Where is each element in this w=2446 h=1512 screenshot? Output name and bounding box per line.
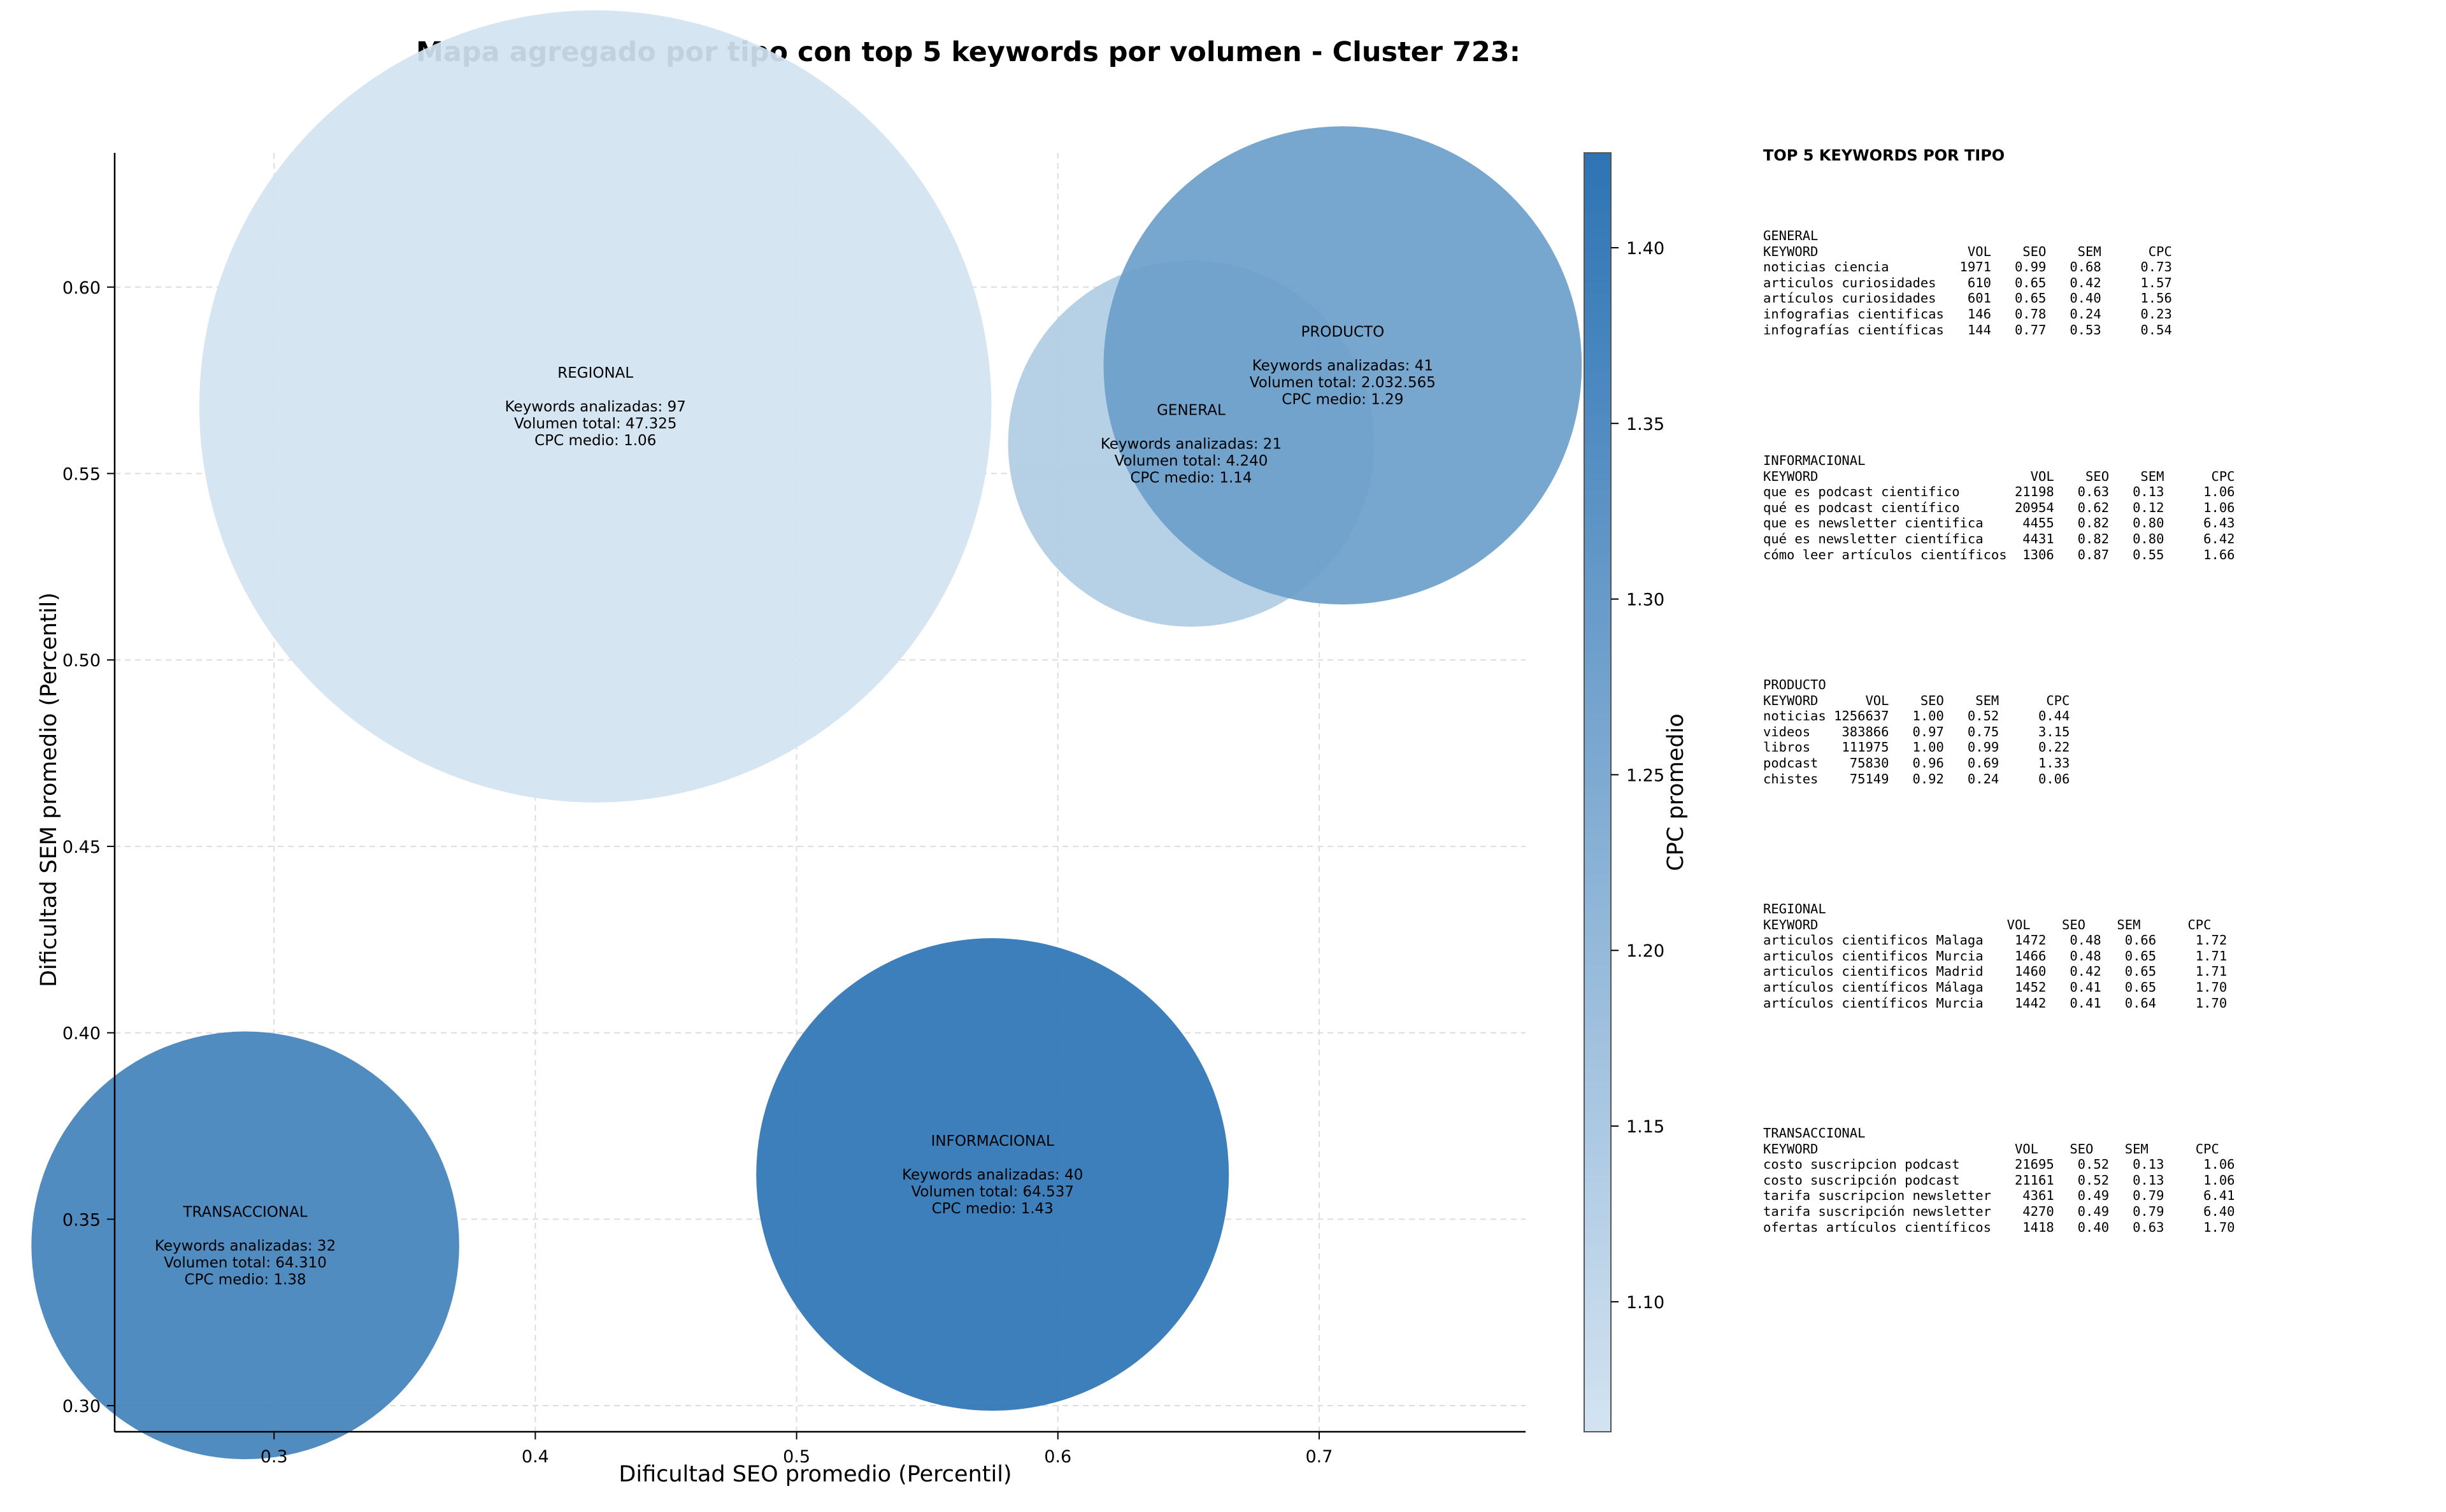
colorbar-tick-label: 1.20 [1626,941,1664,961]
keyword-table-informacional: INFORMACIONAL KEYWORD VOL SEO SEM CPC qu… [1763,453,2235,562]
x-tick-label: 0.5 [783,1447,810,1467]
bubble-label-producto: CPC medio: 1.29 [1282,392,1403,408]
bubble-label-informacional: Volumen total: 64.537 [911,1184,1074,1201]
bubble-label-transaccional: Volumen total: 64.310 [164,1255,327,1271]
colorbar-tick-label: 1.15 [1626,1117,1664,1137]
bubble-label-general: Volumen total: 4.240 [1114,453,1268,469]
keywords-panel-title: TOP 5 KEYWORDS POR TIPO [1763,146,2005,164]
bubble-label-transaccional: Keywords analizadas: 32 [155,1237,336,1254]
colorbar-tick-label: 1.25 [1626,766,1664,785]
bubble-label-regional: CPC medio: 1.06 [534,432,656,449]
x-tick-label: 0.7 [1305,1447,1333,1467]
bubble-label-transaccional: CPC medio: 1.38 [184,1271,306,1288]
bubble-label-regional: REGIONAL [557,365,633,382]
y-tick-label: 0.50 [62,651,101,671]
keyword-table-transaccional: TRANSACCIONAL KEYWORD VOL SEO SEM CPC co… [1763,1125,2235,1235]
bubble-label-general: Keywords analizadas: 21 [1101,436,1282,453]
y-tick-label: 0.60 [62,278,101,298]
bubble-label-transaccional: TRANSACCIONAL [183,1204,308,1220]
y-tick-label: 0.30 [62,1397,101,1416]
bubble-label-general: CPC medio: 1.14 [1130,470,1252,487]
keyword-table-producto: PRODUCTO KEYWORD VOL SEO SEM CPC noticia… [1763,677,2070,787]
colorbar-tick-label: 1.30 [1626,590,1664,610]
y-axis-label: Dificultad SEM promedio (Percentil) [36,592,62,987]
bubble-regional [199,10,992,802]
colorbar-tick-label: 1.40 [1626,239,1664,259]
bubble-label-general: GENERAL [1157,403,1226,419]
y-tick-label: 0.40 [62,1024,101,1044]
bubble-label-informacional: INFORMACIONAL [931,1133,1054,1150]
bubble-transaccional [31,1031,459,1460]
colorbar: 1.10 1.15 1.20 1.25 1.30 1.35 1.40 [1584,152,1664,1432]
colorbar-tick-label: 1.10 [1626,1293,1664,1313]
colorbar-gradient [1584,152,1612,1432]
x-tick-label: 0.3 [261,1447,288,1467]
bubble-informacional [756,938,1229,1411]
axes: 0.3 0.4 0.5 0.6 0.7 0.30 0.35 0.40 0.45 0.50 0.55 0… [62,153,1526,1467]
bubble-label-producto: PRODUCTO [1301,324,1385,341]
bubble-producto [1103,126,1582,605]
x-tick-label: 0.4 [522,1447,549,1467]
keyword-table-regional: REGIONAL KEYWORD VOL SEO SEM CPC articul… [1763,901,2228,1011]
bubble-label-informacional: CPC medio: 1.43 [932,1201,1054,1217]
x-tick-label: 0.6 [1044,1447,1071,1467]
keyword-table-general: GENERAL KEYWORD VOL SEO SEM CPC noticias… [1763,228,2172,338]
y-tick-label: 0.55 [62,464,101,484]
y-tick-label: 0.35 [62,1210,101,1230]
bubble-label-producto: Volumen total: 2.032.565 [1250,374,1436,391]
bubble-label-regional: Volumen total: 47.325 [514,416,677,432]
y-tick-label: 0.45 [62,838,101,857]
colorbar-tick-label: 1.35 [1626,415,1664,434]
colorbar-label: CPC promedio [1663,713,1689,871]
keywords-panel: TOP 5 KEYWORDS POR TIPO GENERAL KEYWORD … [1763,146,2432,1293]
bubble-label-producto: Keywords analizadas: 41 [1252,358,1433,374]
x-axis-label: Dificultad SEO promedio (Percentil) [619,1462,1012,1487]
bubble-label-regional: Keywords analizadas: 97 [505,399,686,415]
bubble-label-informacional: Keywords analizadas: 40 [902,1167,1083,1183]
